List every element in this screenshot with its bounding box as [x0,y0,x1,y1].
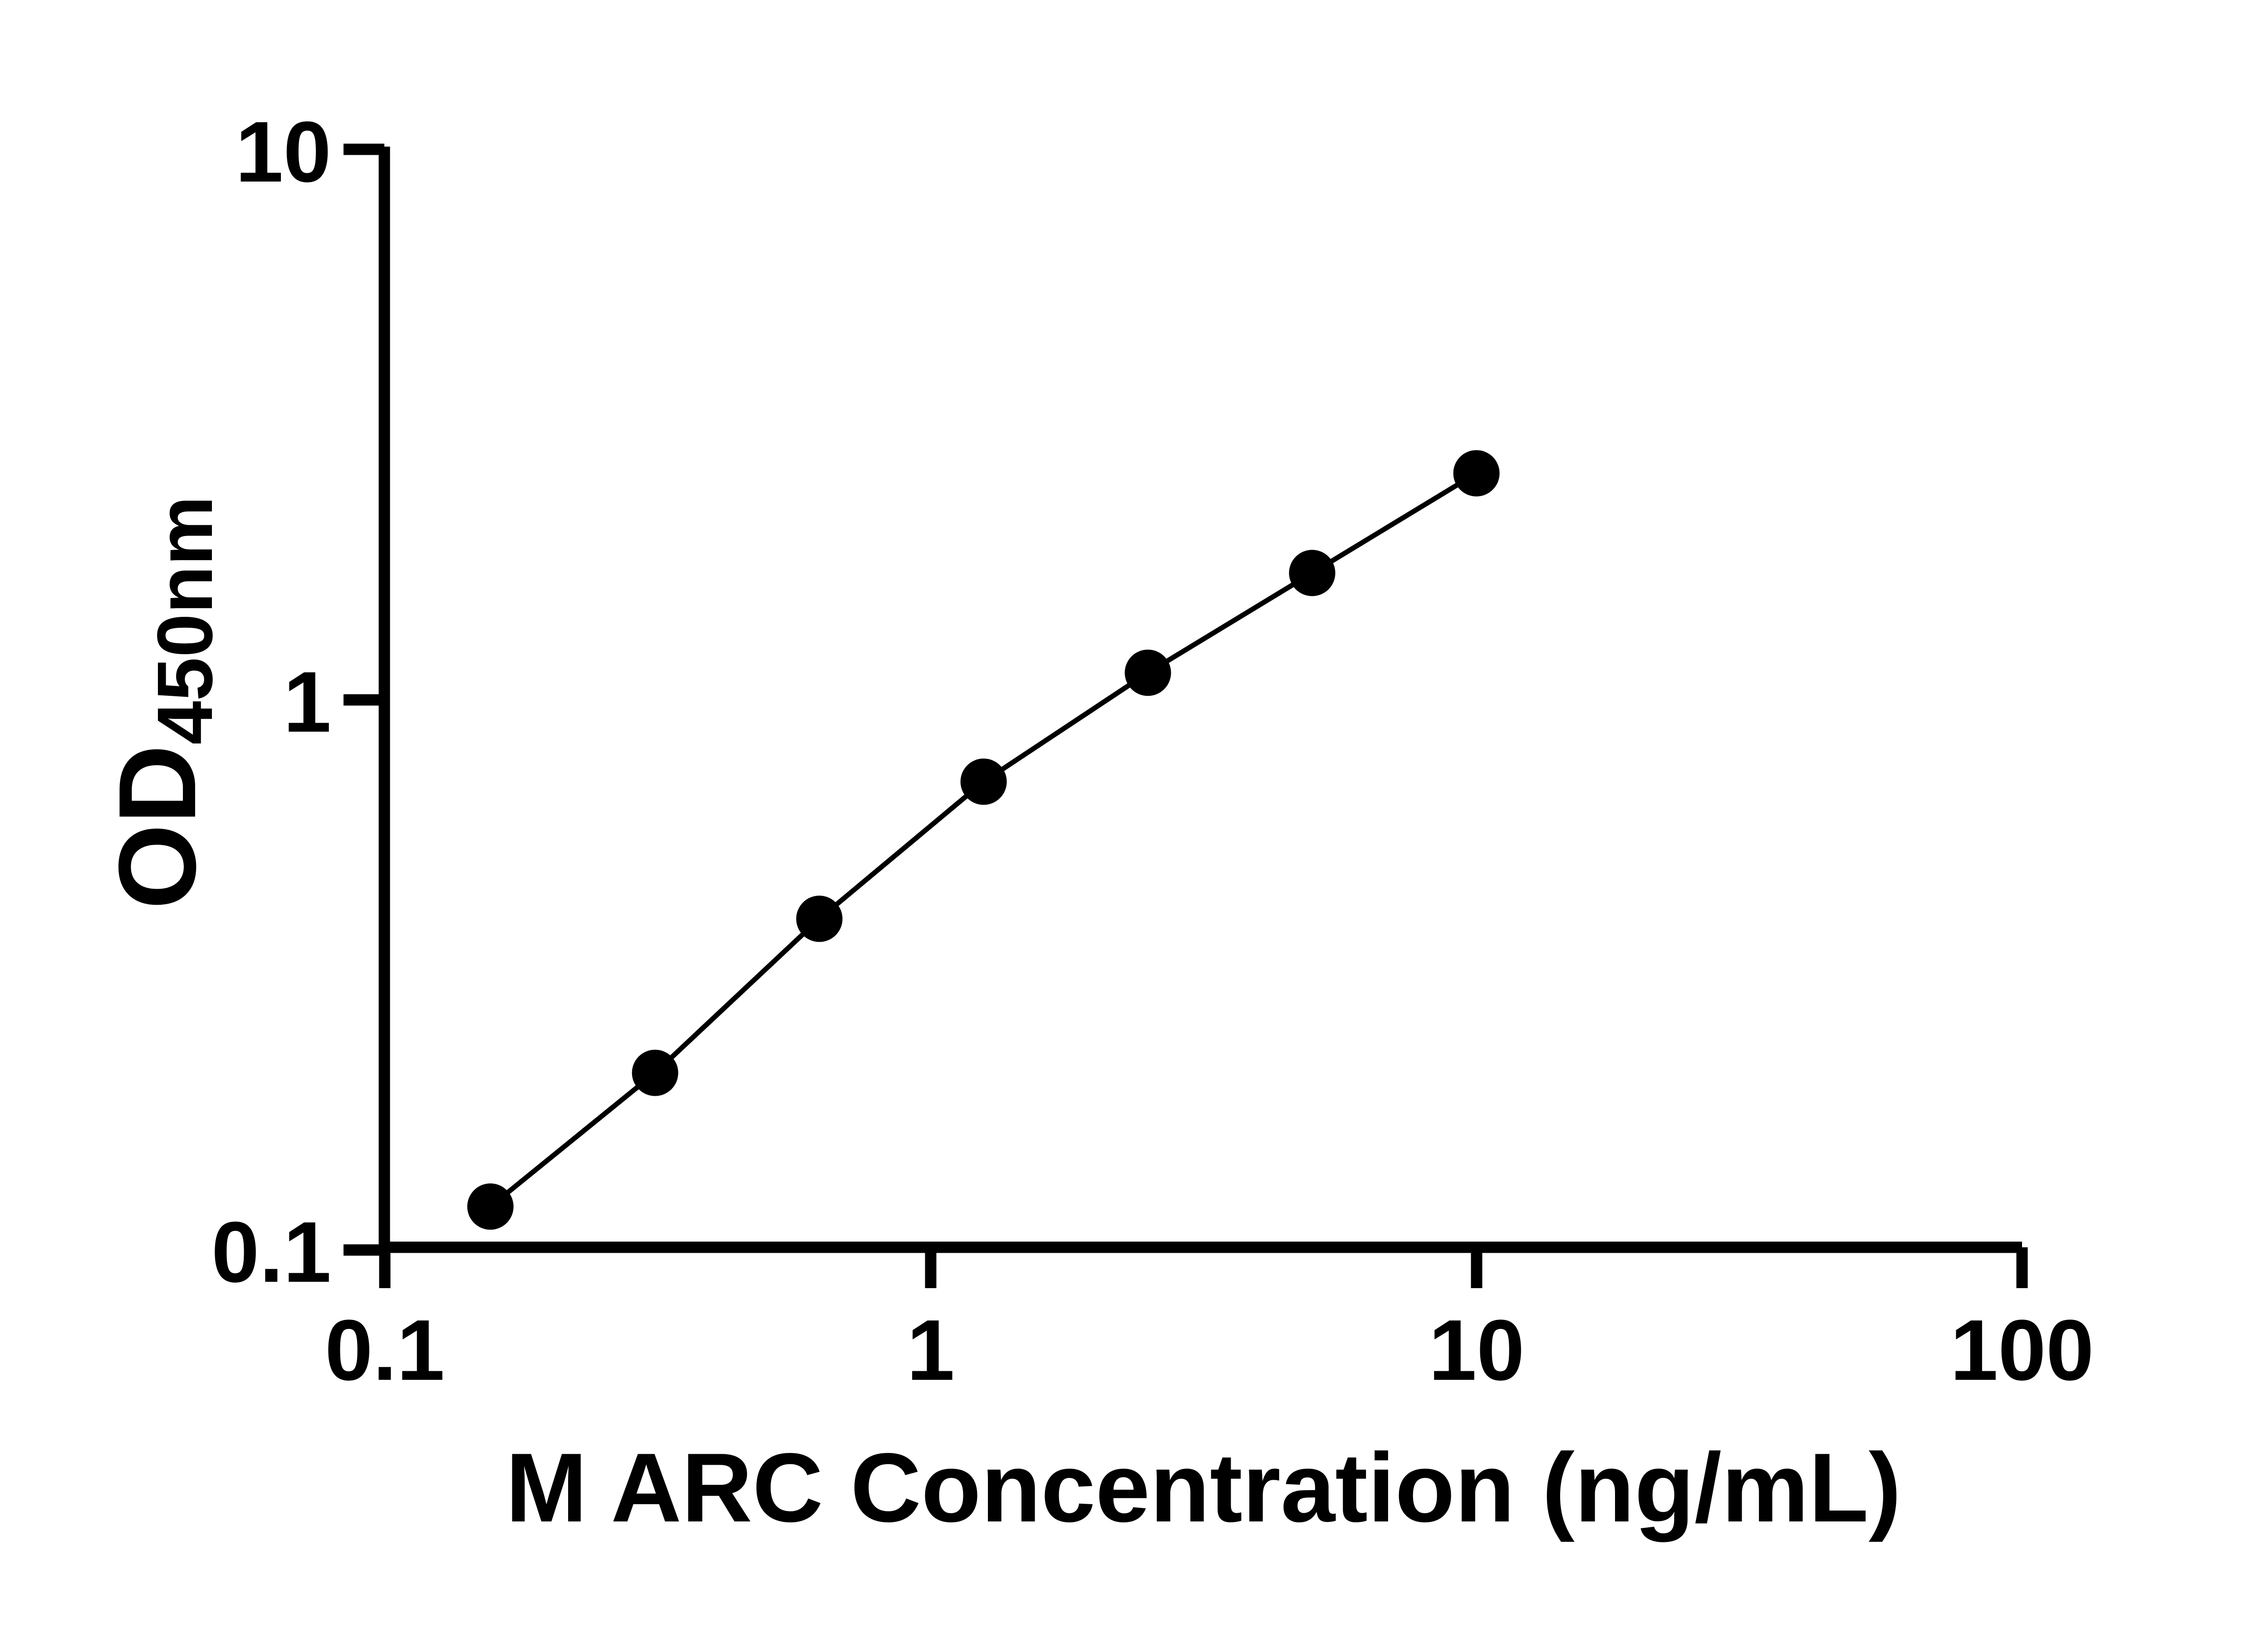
svg-text:10: 10 [1429,1302,1524,1398]
svg-text:10: 10 [236,104,331,200]
svg-text:1: 1 [283,654,331,750]
svg-text:0.1: 0.1 [325,1302,445,1398]
svg-text:100: 100 [1950,1302,2094,1398]
svg-text:M ARC Concentration (ng/mL): M ARC Concentration (ng/mL) [506,1432,1901,1542]
svg-text:1: 1 [907,1302,955,1398]
svg-text:0.1: 0.1 [211,1204,331,1300]
